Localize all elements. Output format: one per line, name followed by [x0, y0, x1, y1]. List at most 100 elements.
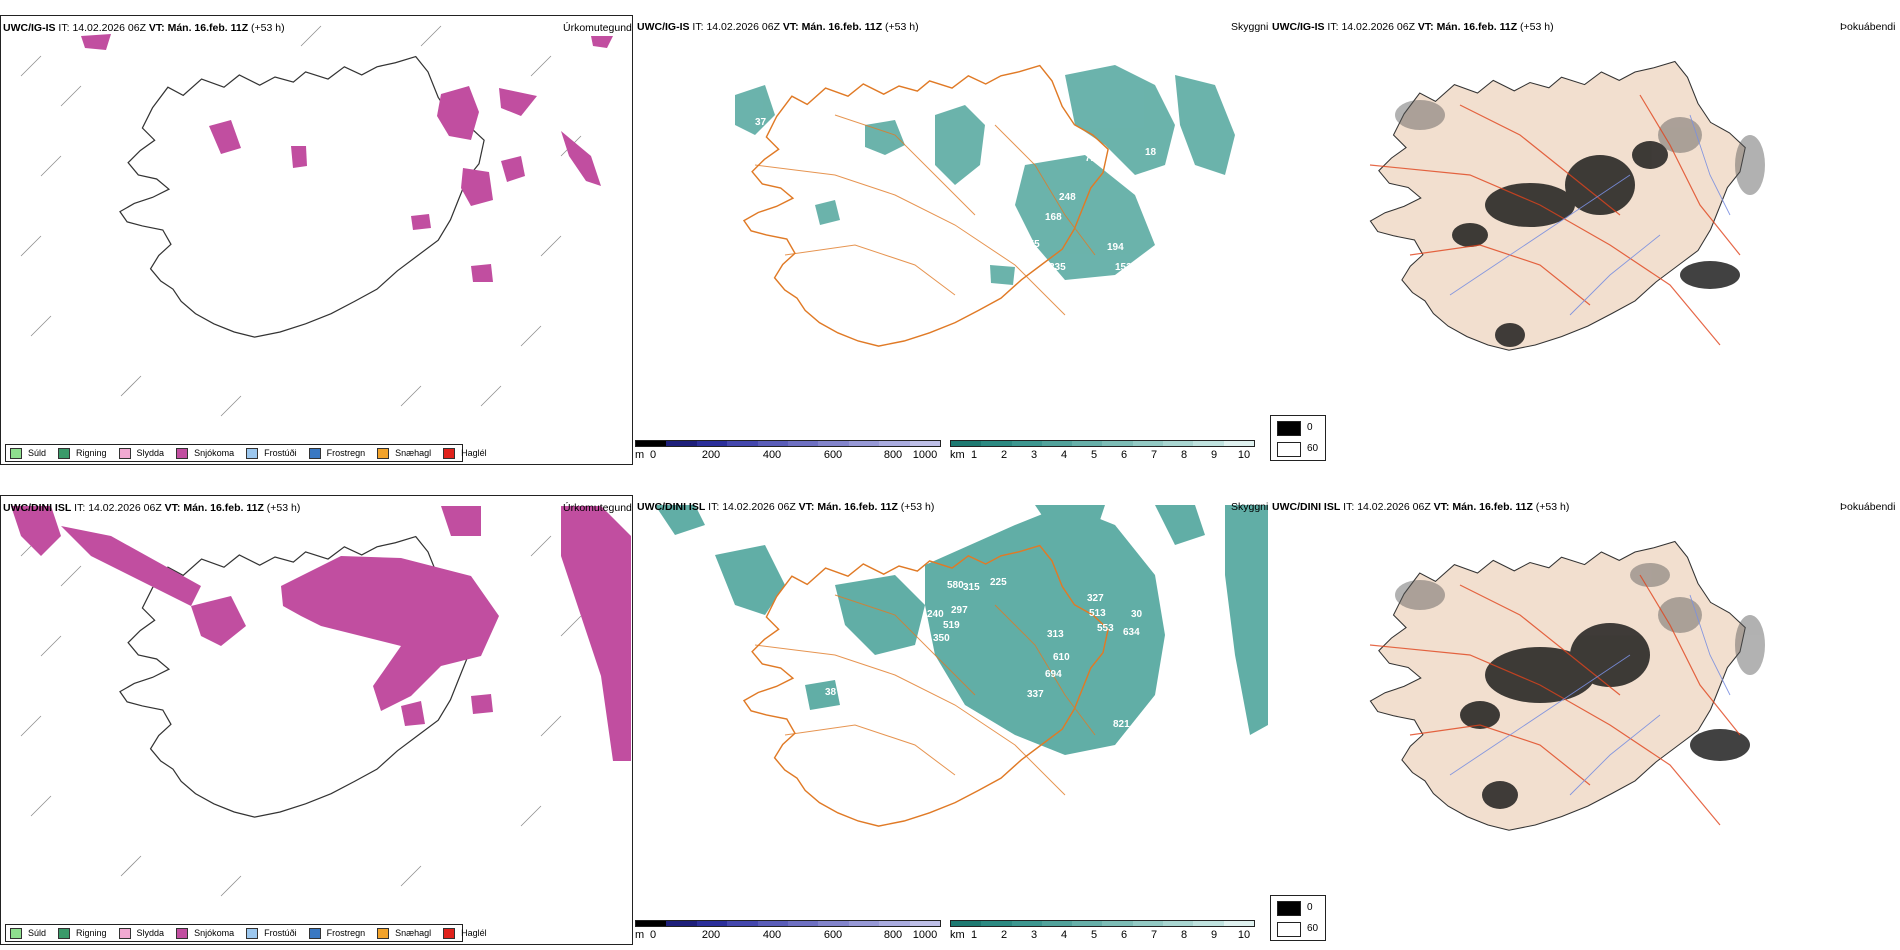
cloud-base-label: 37 [755, 117, 767, 128]
visibility-tick: 8 [1180, 929, 1188, 941]
cloud-base-label: 235 [1049, 262, 1066, 273]
model-name: UWC/IG-IS [1272, 21, 1325, 33]
vt-value: Mán. 16.feb. 11Z [1436, 21, 1518, 33]
fog-legend-label: 0 [1307, 902, 1313, 913]
cloud-base-label: 327 [1087, 593, 1104, 604]
legend-label: Snæhagl [395, 928, 432, 938]
cloud-base-bar [635, 920, 941, 927]
legend-item: Frostúði [246, 447, 297, 459]
cloud-base-label: 297 [951, 605, 968, 616]
panel-header: UWC/DINI ISL IT: 14.02.2026 06Z VT: Mán.… [3, 502, 300, 514]
visibility-panel-row2: 580 315 225 240 297 327 513 553 634 30 3… [635, 495, 1268, 945]
lead-time: (+53 h) [1535, 501, 1570, 513]
cloud-base-label: 240 [927, 609, 944, 620]
it-value: 14.02.2026 06Z [1341, 21, 1415, 33]
vt-value: Mán. 16.feb. 11Z [183, 502, 264, 514]
cloud-base-tick: 400 [762, 929, 782, 941]
vt-label: VT: [148, 22, 165, 34]
cloud-base-label: 610 [1053, 652, 1070, 663]
cloud-base-label: 337 [1027, 689, 1044, 700]
legend-swatch [118, 927, 131, 939]
visibility-tick: 2 [1000, 449, 1008, 461]
model-name: UWC/IG-IS [637, 21, 690, 33]
legend-label: Rigning [76, 928, 107, 938]
visibility-tick: 7 [1150, 449, 1158, 461]
legend-label: Slydda [136, 448, 165, 458]
fog-panel-title: Þokuábendi [1840, 501, 1896, 513]
precip-legend: Súld Rigning Slydda Snjókoma Frostúði Fr… [5, 924, 487, 942]
visibility-tick: 10 [1237, 449, 1251, 461]
legend-item: Frostúði [246, 927, 297, 939]
cloud-base-label: 821 [1113, 719, 1130, 730]
visibility-panel-title: Skyggni [1231, 21, 1269, 33]
legend-swatch [443, 927, 456, 939]
cloud-base-label: 519 [943, 620, 960, 631]
cloud-base-label: 243 [943, 247, 960, 258]
legend-swatch [176, 927, 189, 939]
visibility-map: 710 248 168 194 153 60 243 155 235 37 18 [735, 64, 1235, 347]
legend-label: Snjókoma [194, 928, 235, 938]
cloud-base-tick: 800 [883, 929, 903, 941]
panel-header: UWC/DINI ISL IT: 14.02.2026 06Z VT: Mán.… [1272, 501, 1569, 513]
legend-item: Slydda [118, 447, 165, 459]
visibility-map: 580 315 225 240 297 327 513 553 634 30 3… [655, 505, 1268, 827]
model-name: UWC/DINI ISL [637, 501, 706, 513]
cloud-base-label: 710 [1085, 153, 1102, 164]
lead-time: (+53 h) [885, 21, 919, 33]
vt-label: VT: [782, 21, 799, 33]
visibility-tick: 6 [1120, 449, 1128, 461]
cloud-base-tick: 400 [762, 449, 782, 461]
vt-label: VT: [164, 502, 181, 514]
legend-label: Frostregn [326, 448, 366, 458]
cloud-base-label: 513 [1089, 608, 1106, 619]
it-label: IT: [74, 502, 86, 514]
cloud-base-label: 38 [825, 687, 837, 698]
panel-header: UWC/IG-IS IT: 14.02.2026 06Z VT: Mán. 16… [1272, 21, 1554, 33]
it-label: IT: [58, 22, 70, 34]
it-label: IT: [1327, 21, 1339, 33]
cloud-base-label: 30 [1131, 609, 1143, 620]
fog-legend: 0 60 [1270, 895, 1326, 941]
legend-item: Rigning [58, 927, 107, 939]
fog-legend: 0 60 [1270, 415, 1326, 461]
cloud-base-label: 313 [1047, 629, 1064, 640]
visibility-tick: 3 [1030, 929, 1038, 941]
legend-item: Snjókoma [176, 927, 235, 939]
legend-swatch [58, 927, 71, 939]
it-value: 14.02.2026 06Z [72, 22, 146, 34]
fog-swatch-dark [1277, 421, 1301, 436]
cloud-base-tick: 0 [649, 929, 657, 941]
it-value: 14.02.2026 06Z [88, 502, 162, 514]
visibility-colorbar: km 1 2 3 4 5 6 7 8 9 10 [950, 920, 1260, 944]
visibility-unit: km [950, 929, 965, 941]
vt-label: VT: [798, 501, 815, 513]
cloud-base-tick: 600 [823, 449, 843, 461]
legend-item: Frostregn [308, 927, 365, 939]
cloud-base-tick: 600 [823, 929, 843, 941]
fog-swatch-light [1277, 922, 1301, 937]
cloud-base-label: 315 [963, 582, 980, 593]
cloud-base-tick: 200 [701, 449, 721, 461]
fog-panel-title: Þokuábendi [1840, 21, 1896, 33]
visibility-panel-row1: 710 248 168 194 153 60 243 155 235 37 18… [635, 15, 1268, 465]
legend-swatch [443, 447, 456, 459]
cloud-base-label: 580 [947, 580, 964, 591]
visibility-tick: 7 [1150, 929, 1158, 941]
vt-value: Mán. 16.feb. 11Z [817, 501, 898, 513]
fog-swatch-dark [1277, 901, 1301, 916]
cloud-base-label: 350 [933, 633, 950, 644]
precip-type-panel-row1: UWC/IG-IS IT: 14.02.2026 06Z VT: Mán. 16… [0, 15, 633, 465]
panel-header: UWC/IG-IS IT: 14.02.2026 06Z VT: Mán. 16… [637, 21, 919, 33]
cloud-base-tick: 1000 [912, 929, 938, 941]
lead-time: (+53 h) [900, 501, 935, 513]
model-name: UWC/DINI ISL [3, 502, 72, 514]
cloud-base-label: 60 [1145, 252, 1157, 263]
precip-type-panel-row2: UWC/DINI ISL IT: 14.02.2026 06Z VT: Mán.… [0, 495, 633, 945]
it-label: IT: [1343, 501, 1355, 513]
cloud-base-label: 153 [1115, 262, 1132, 273]
visibility-panel-title: Skyggni [1231, 501, 1269, 513]
cloud-base-colorbar: m 0 200 400 600 800 1000 [635, 440, 945, 464]
precip-legend: Súld Rigning Slydda Snjókoma Frostúði Fr… [5, 444, 487, 462]
cloud-base-label: 694 [1045, 669, 1062, 680]
cloud-base-label: 553 [1097, 623, 1114, 634]
